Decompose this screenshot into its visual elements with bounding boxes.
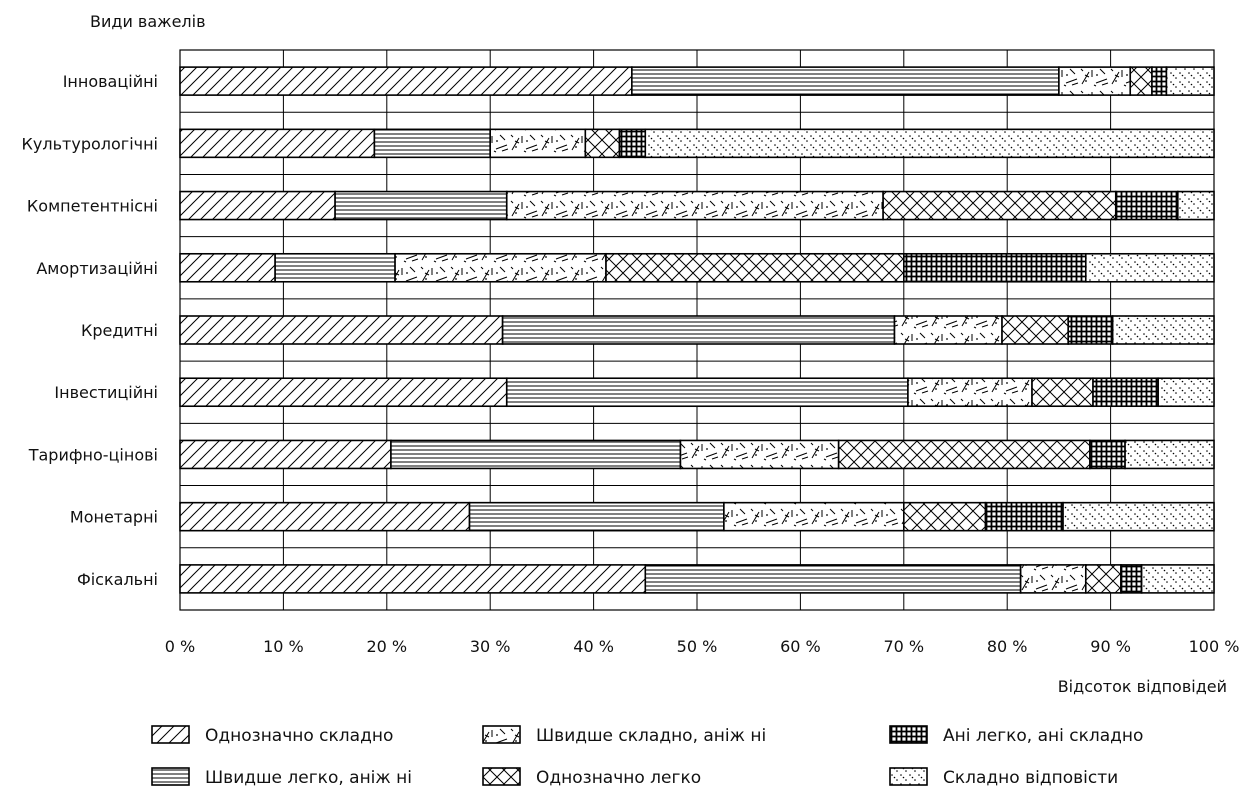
x-tick-label: 0 % xyxy=(165,637,195,656)
bar-segment-1-0 xyxy=(179,128,376,159)
bar-segment-6-0 xyxy=(179,439,392,470)
legend-label: Ані легко, ані складно xyxy=(943,726,1143,746)
bar-segment-6-5 xyxy=(1124,439,1215,470)
category-label: Фіскальні xyxy=(77,570,158,589)
legend-swatch xyxy=(889,767,928,786)
bar-segment-1-2 xyxy=(489,128,587,159)
bar-segment-2-1 xyxy=(334,190,508,221)
bar-segment-8-1 xyxy=(644,564,1022,594)
bar-segment-6-4 xyxy=(1089,439,1126,470)
x-tick-label: 30 % xyxy=(470,637,511,656)
bar-segment-7-1 xyxy=(468,501,725,532)
bar-segment-0-2 xyxy=(1058,66,1132,96)
bar-segment-2-0 xyxy=(179,190,336,221)
x-tick-label: 40 % xyxy=(573,637,614,656)
bar-segment-7-5 xyxy=(1062,501,1215,532)
x-tick-label: 60 % xyxy=(780,637,821,656)
bar-segment-5-1 xyxy=(505,377,909,408)
x-tick-label: 70 % xyxy=(883,637,924,656)
bar-segment-3-4 xyxy=(902,252,1087,283)
legend-label: Швидше складно, аніж ні xyxy=(536,726,766,746)
x-tick-labels: 0 % 10 % 20 % 30 % 40 % 50 % 60 % 70 % 80 % 90 % 1… xyxy=(165,637,1240,656)
bar-segment-0-0 xyxy=(179,66,633,96)
bar-segment-4-1 xyxy=(501,315,896,345)
category-label: Компетентнісні xyxy=(27,197,158,216)
bar-segment-8-5 xyxy=(1140,564,1215,594)
category-label: Тарифно-цінові xyxy=(28,445,158,464)
legend-swatch xyxy=(151,767,190,786)
bar-segment-3-1 xyxy=(274,252,396,283)
category-label: Амортизаційні xyxy=(36,259,158,278)
category-label: Монетарні xyxy=(70,508,158,527)
bar-segment-2-5 xyxy=(1177,190,1215,221)
bar-segment-6-2 xyxy=(679,439,840,470)
category-label: Культурологічні xyxy=(22,134,158,153)
bar-segment-7-4 xyxy=(984,501,1064,532)
bar-segment-1-4 xyxy=(618,128,647,159)
bar-segment-4-2 xyxy=(893,315,1003,345)
bar-segment-5-3 xyxy=(1031,377,1094,408)
bar-segment-0-5 xyxy=(1165,66,1215,96)
bar-segment-1-3 xyxy=(584,128,621,159)
category-labels: Інноваційні Культурологічні Компетентнісні… xyxy=(22,72,158,589)
x-tick-label: 10 % xyxy=(263,637,304,656)
bar-segment-6-1 xyxy=(390,439,682,470)
x-axis-title: Відсоток відповідей xyxy=(1058,677,1227,696)
y-axis-title: Види важелів xyxy=(90,12,206,31)
x-tick-label: 80 % xyxy=(987,637,1028,656)
bar-segment-4-0 xyxy=(179,315,504,345)
x-tick-label: 20 % xyxy=(366,637,407,656)
legend-label: Складно відповісти xyxy=(943,768,1118,788)
legend-swatch xyxy=(889,725,928,744)
legend-swatch xyxy=(482,767,521,786)
bars xyxy=(179,66,1215,594)
bar-segment-1-5 xyxy=(644,128,1215,159)
category-label: Кредитні xyxy=(81,321,158,340)
bar-segment-0-1 xyxy=(631,66,1060,96)
bar-segment-4-5 xyxy=(1111,315,1215,345)
bar-segment-5-0 xyxy=(179,377,508,408)
bar-segment-0-3 xyxy=(1129,66,1153,96)
x-tick-label: 50 % xyxy=(677,637,718,656)
bar-segment-4-4 xyxy=(1067,315,1114,345)
bar-segment-5-4 xyxy=(1092,377,1159,408)
bar-segment-7-0 xyxy=(179,501,471,532)
category-label: Інвестиційні xyxy=(54,383,158,402)
bar-segment-5-2 xyxy=(907,377,1033,408)
legend-label: Швидше легко, аніж ні xyxy=(205,768,412,788)
bar-segment-0-4 xyxy=(1151,66,1168,96)
bar-segment-4-3 xyxy=(1001,315,1070,345)
legend-swatch xyxy=(151,725,190,744)
bar-segment-3-5 xyxy=(1084,252,1215,283)
bar-segment-2-4 xyxy=(1114,190,1179,221)
bar-segment-5-5 xyxy=(1157,377,1215,408)
legend-swatch xyxy=(482,725,521,744)
bar-segment-1-1 xyxy=(373,128,491,159)
bar-segment-2-3 xyxy=(882,190,1117,221)
bar-segment-8-3 xyxy=(1084,564,1122,594)
bar-segment-8-2 xyxy=(1019,564,1087,594)
x-tick-label: 100 % xyxy=(1189,637,1240,656)
category-label: Інноваційні xyxy=(63,72,158,91)
bar-segment-8-4 xyxy=(1120,564,1143,594)
bar-segment-7-3 xyxy=(902,501,987,532)
x-tick-label: 90 % xyxy=(1090,637,1131,656)
bar-segment-3-3 xyxy=(605,252,905,283)
legend-label: Однозначно складно xyxy=(205,726,393,746)
legend: Однозначно складно Швидше легко, аніж ні Ш… xyxy=(151,725,1143,788)
bar-segment-6-3 xyxy=(837,439,1091,470)
bar-segment-3-0 xyxy=(179,252,276,283)
bar-segment-3-2 xyxy=(394,252,607,283)
bar-segment-2-2 xyxy=(505,190,884,221)
legend-label: Однозначно легко xyxy=(536,768,701,788)
bar-segment-7-2 xyxy=(723,501,905,532)
bar-segment-8-0 xyxy=(179,564,647,594)
